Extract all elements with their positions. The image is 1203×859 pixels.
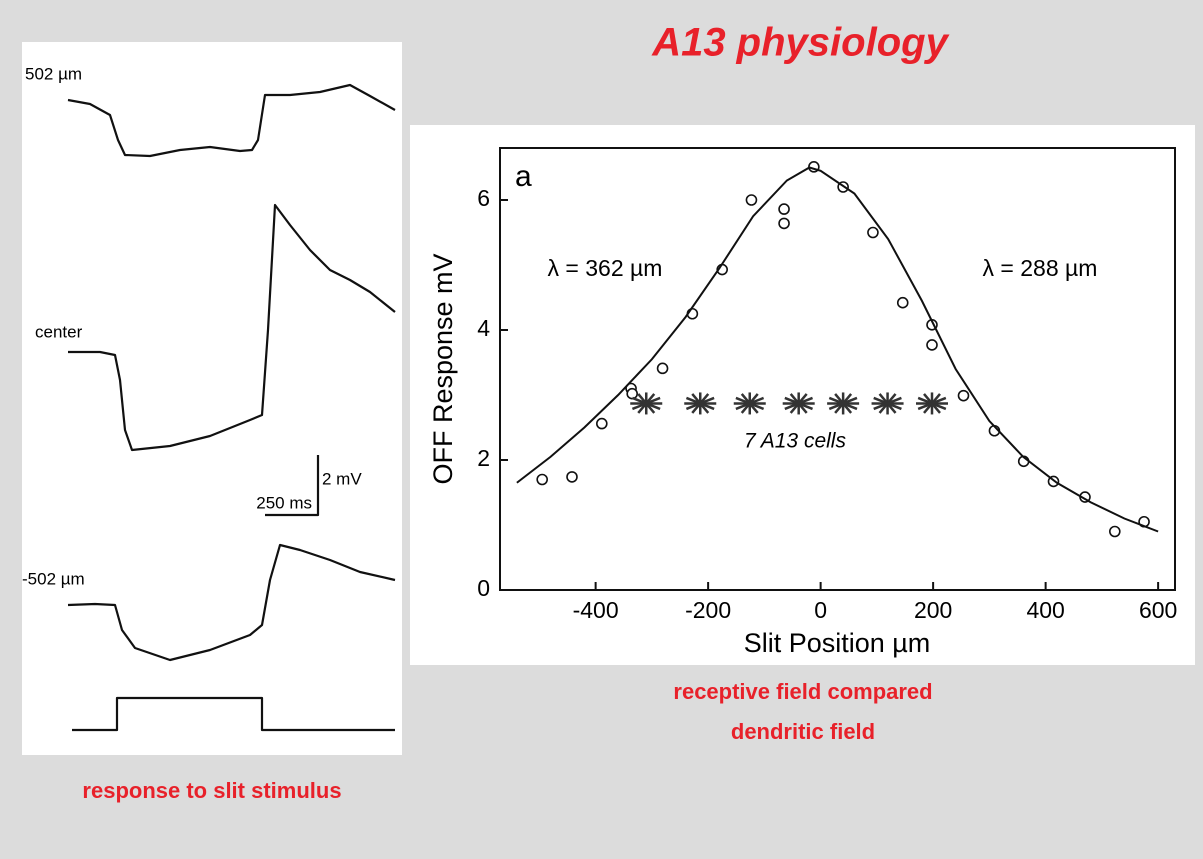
data-point [536, 473, 548, 486]
slide-title: A13 physiology [651, 21, 949, 65]
y-tick-label: 4 [477, 315, 490, 341]
trace-label: 502 µm [25, 64, 82, 83]
panel-label: a [515, 160, 532, 193]
data-point [926, 339, 938, 351]
dendrite [873, 396, 902, 411]
dendrite [685, 396, 715, 411]
data-point [745, 194, 758, 206]
dendritic-field [733, 392, 766, 415]
dendrite [828, 396, 858, 411]
annotation: λ = 288 µm [983, 255, 1098, 281]
x-tick-label: -400 [573, 597, 619, 623]
data-point [626, 387, 638, 400]
data-point [778, 203, 790, 215]
y-axis-label: OFF Response mV [428, 253, 458, 484]
trace-label: -502 µm [22, 569, 85, 588]
data-point [867, 226, 879, 239]
x-tick-label: 600 [1139, 597, 1177, 623]
y-tick-label: 2 [477, 445, 490, 471]
dendritic-field [782, 392, 815, 415]
data-point [778, 217, 790, 230]
trace [67, 83, 396, 158]
dendritic-field [630, 392, 663, 415]
data-point [896, 296, 909, 309]
data-point [656, 362, 669, 375]
scale-label: 2 mV [322, 469, 362, 488]
scale-bar [265, 455, 320, 517]
x-tick-label: -200 [685, 597, 731, 623]
dendritic-field [916, 392, 948, 415]
data-point [596, 417, 608, 430]
dendritic-field [827, 392, 860, 415]
dendritic-field [684, 392, 717, 415]
dendrite [784, 396, 814, 411]
caption: response to slit stimulus [82, 778, 341, 803]
data-point [957, 389, 970, 402]
fit-line [516, 166, 1159, 533]
plot-frame [499, 147, 1176, 591]
caption: receptive field compared [673, 679, 932, 704]
dendritic-field [871, 392, 904, 415]
x-tick-label: 0 [814, 597, 827, 623]
x-tick-label: 200 [914, 597, 952, 623]
right-panel [410, 125, 1195, 665]
y-tick-label: 0 [477, 575, 490, 601]
dendrite [917, 396, 947, 411]
annotation: λ = 362 µm [548, 255, 663, 281]
caption: dendritic field [731, 719, 875, 744]
trace [68, 203, 396, 452]
y-tick-label: 6 [477, 185, 490, 211]
left-panel [22, 42, 402, 755]
scale-label: 250 ms [256, 493, 312, 512]
stimulus-trace [72, 696, 395, 732]
x-axis-label: Slit Position µm [744, 628, 931, 658]
annotation: 7 A13 cells [744, 430, 846, 453]
trace-label: center [35, 322, 83, 341]
dendrite [735, 396, 765, 411]
dendrite [631, 396, 661, 411]
x-tick-label: 400 [1026, 597, 1064, 623]
data-point [566, 471, 578, 483]
data-point [1109, 525, 1121, 538]
trace [67, 543, 396, 662]
